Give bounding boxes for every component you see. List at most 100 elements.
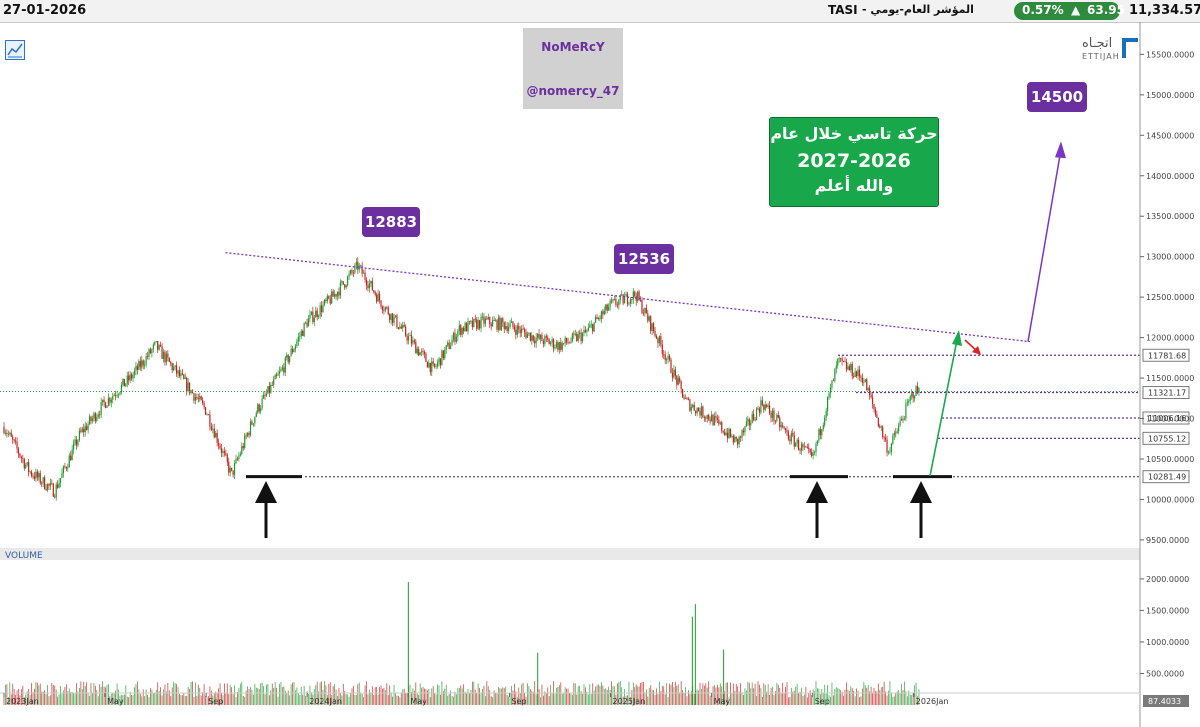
- candle-body: [829, 387, 832, 394]
- candle-body: [908, 400, 910, 403]
- candle-body: [480, 316, 482, 329]
- candle-body: [270, 384, 272, 393]
- candle-body: [463, 327, 465, 332]
- candle-body: [291, 348, 294, 353]
- candle-body: [564, 337, 566, 344]
- candle-body: [835, 365, 837, 369]
- candle-body: [273, 379, 275, 386]
- candle-body: [664, 354, 666, 361]
- candle-body: [335, 294, 337, 297]
- candle-body: [841, 358, 843, 362]
- candle-body: [697, 408, 700, 412]
- candle-body: [168, 357, 170, 362]
- candle-body: [423, 351, 426, 354]
- candle-body: [599, 317, 601, 319]
- candle-body: [165, 353, 167, 363]
- candle-body: [365, 279, 368, 286]
- candle-body: [15, 440, 17, 442]
- candle-body: [104, 402, 107, 408]
- chart-annotations: 11781.68 11321.17 11006.16 10755.12 10281.49: [0, 141, 1190, 538]
- candle-body: [699, 411, 701, 416]
- candle-body: [821, 429, 823, 436]
- up-arrow-head-icon: [806, 481, 828, 503]
- volume-tick-label: 2000.0000: [1146, 575, 1189, 584]
- green-arrow-head-icon: [952, 330, 962, 346]
- chart-date: 27-01-2026: [3, 3, 87, 18]
- candle-body: [59, 478, 62, 483]
- candle-body: [581, 333, 584, 342]
- candle-body: [716, 417, 718, 420]
- candle-body: [247, 432, 249, 437]
- candle-body: [319, 305, 321, 316]
- level-label: 11781.68: [1148, 351, 1186, 360]
- candle-body: [452, 332, 455, 340]
- candle-body: [712, 414, 714, 425]
- candle-body: [154, 341, 156, 345]
- candle-body: [220, 448, 223, 453]
- candle-body: [519, 329, 521, 333]
- candle-body: [91, 418, 94, 422]
- up-arrow-head-icon: [255, 481, 277, 503]
- candle-body: [793, 435, 795, 447]
- candle-body: [3, 426, 5, 434]
- candle-body: [181, 373, 183, 375]
- candle-body: [32, 475, 34, 477]
- candle-body: [892, 435, 894, 444]
- candle-body: [687, 399, 689, 400]
- candle-body: [239, 453, 241, 456]
- candle-body: [670, 359, 672, 373]
- candle-body: [473, 318, 475, 327]
- target-arrow-head-icon: [1055, 141, 1066, 159]
- candle-body: [774, 420, 776, 422]
- candle-body: [418, 348, 420, 356]
- candle-body: [200, 396, 202, 401]
- candle-body: [879, 425, 881, 428]
- candle-body: [307, 318, 310, 327]
- candle-body: [392, 313, 394, 323]
- candle-body: [351, 270, 353, 273]
- candle-body: [123, 378, 125, 387]
- chart-type-icon[interactable]: [5, 40, 25, 60]
- brand-english: ETTIJAH: [1082, 52, 1120, 61]
- candle-body: [512, 321, 514, 327]
- candle-body: [157, 341, 159, 350]
- candle-body: [177, 370, 179, 374]
- candle-body: [361, 265, 363, 274]
- author-handle: @nomercy_47: [526, 84, 620, 98]
- candle-body: [848, 366, 850, 371]
- candle-body: [386, 307, 388, 309]
- candle-body: [909, 396, 911, 401]
- candle-body: [497, 317, 500, 330]
- candle-body: [107, 397, 109, 406]
- candle-body: [677, 377, 679, 385]
- candle-body: [115, 394, 117, 396]
- candle-body: [287, 355, 289, 362]
- candle-body: [441, 350, 443, 366]
- candle-body: [339, 282, 341, 296]
- candle-body: [618, 300, 620, 306]
- candle-body: [238, 455, 240, 459]
- candle-body: [380, 300, 382, 307]
- candle-body: [655, 336, 658, 339]
- candle-body: [373, 290, 375, 292]
- candle-body: [866, 379, 868, 391]
- candle-body: [397, 327, 399, 329]
- candle-body: [537, 333, 539, 338]
- candle-body: [808, 447, 810, 450]
- candle-body: [597, 317, 600, 320]
- candle-body: [795, 443, 797, 447]
- candle-body: [608, 306, 610, 311]
- candle-body: [103, 399, 105, 403]
- candle-body: [352, 272, 355, 274]
- candle-body: [7, 433, 9, 435]
- volume-bars: [3, 582, 920, 705]
- candle-body: [203, 402, 205, 408]
- candle-body: [674, 369, 676, 376]
- level-label-box: [1142, 348, 1190, 362]
- candle-body: [120, 384, 123, 393]
- candle-body: [99, 414, 101, 416]
- candle-body: [160, 345, 162, 347]
- candle-body: [70, 455, 72, 461]
- candle-body: [510, 321, 513, 324]
- candle-body: [882, 426, 884, 438]
